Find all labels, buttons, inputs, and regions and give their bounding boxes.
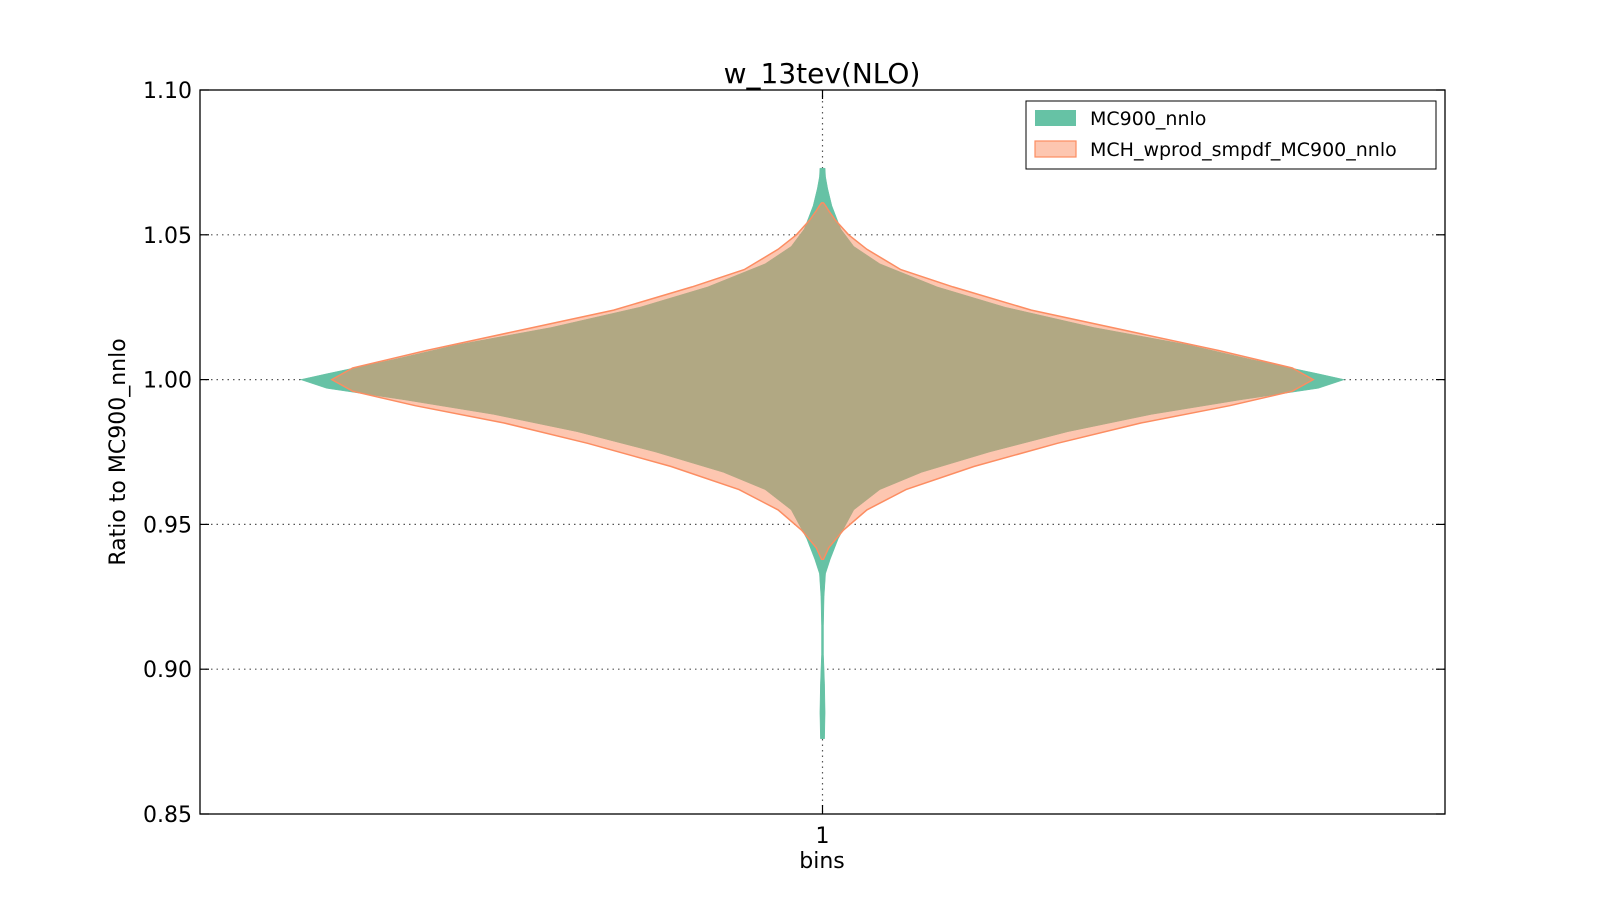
legend: MC900_nnlo MCH_wprod_smpdf_MC900_nnlo [1025,100,1437,170]
y-tick-label: 0.85 [143,803,192,828]
chart-title: w_13tev(NLO) [724,57,921,90]
x-tick-label: 1 [816,824,830,849]
y-tick-label: 1.05 [143,224,192,249]
legend-swatch-mc900 [1035,110,1076,126]
axis-ticks: 0.85 0.90 0.95 1.00 1.05 1.10 1 [143,79,1445,849]
y-tick-label: 0.95 [143,513,192,538]
y-axis-label: Ratio to MC900_nnlo [106,338,131,565]
legend-swatch-mch [1034,140,1077,158]
legend-label-mch: MCH_wprod_smpdf_MC900_nnlo [1090,139,1397,161]
y-tick-label: 0.90 [143,658,192,683]
violin-mch [330,202,1315,560]
violins [299,167,1346,739]
y-tick-label: 1.10 [143,79,192,104]
x-axis-label: bins [799,849,844,874]
legend-label-mc900: MC900_nnlo [1090,108,1206,130]
y-tick-label: 1.00 [143,369,192,394]
legend-frame [1025,100,1437,170]
